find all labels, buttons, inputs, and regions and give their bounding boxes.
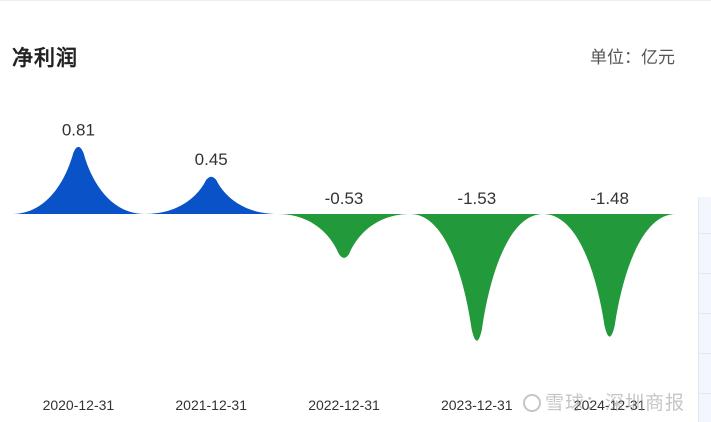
data-label: -1.53 xyxy=(457,189,496,208)
x-tick-label: 2023-12-31 xyxy=(441,397,513,413)
side-panel-divider xyxy=(699,273,711,274)
side-panel-divider xyxy=(699,233,711,234)
watermark: 雪球：深圳商报 xyxy=(523,388,685,415)
x-tick-label: 2022-12-31 xyxy=(308,397,380,413)
side-panel-divider xyxy=(699,313,711,314)
data-label: -0.53 xyxy=(325,189,364,208)
spike-mark[interactable] xyxy=(12,146,145,214)
data-label: -1.48 xyxy=(590,189,629,208)
watermark-text: 雪球：深圳商报 xyxy=(545,393,686,414)
x-tick-label: 2024-12-31 xyxy=(574,397,646,413)
unit-label: 单位：亿元 xyxy=(590,48,675,67)
x-tick-label: 2021-12-31 xyxy=(175,397,247,413)
side-panel-divider xyxy=(699,353,711,354)
chart-title: 净利润 xyxy=(12,47,78,70)
top-divider xyxy=(0,0,711,1)
spike-mark[interactable] xyxy=(277,214,411,258)
spike-mark[interactable] xyxy=(543,214,676,337)
data-label: 0.81 xyxy=(62,121,95,140)
data-label: 0.45 xyxy=(195,150,228,169)
spike-mark[interactable] xyxy=(144,176,278,214)
spike-mark[interactable] xyxy=(410,214,544,341)
snowball-logo-icon xyxy=(523,394,541,412)
x-tick-label: 2020-12-31 xyxy=(43,397,115,413)
side-panel-divider xyxy=(699,393,711,394)
side-panel xyxy=(698,197,711,422)
